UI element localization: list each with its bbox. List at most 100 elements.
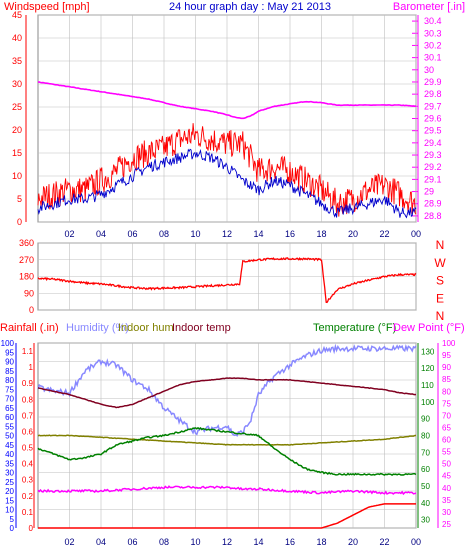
dewpoint-tick-label-50: 50 (442, 460, 451, 469)
compass-label-w-1: W (434, 256, 446, 270)
legend-indoor-hum: Indoor hum (118, 322, 174, 334)
humidity-tick-label-80: 80 (5, 376, 14, 385)
humidity-tick-label-70: 70 (5, 395, 14, 404)
wind-tick-label-20: 20 (12, 125, 22, 135)
humidity-tick-label-85: 85 (5, 367, 14, 376)
temp-x-tick-08: 08 (159, 537, 169, 547)
humidity-tick-label-35: 35 (5, 459, 14, 468)
dewpoint-tick-label-95: 95 (442, 351, 451, 360)
temp-x-tick-20: 20 (348, 537, 358, 547)
rainfall-line (38, 503, 416, 529)
dewpoint-tick-label-55: 55 (442, 448, 451, 457)
baro-tick-label-29: 29 (424, 187, 434, 197)
temperature-tick-label-40: 40 (421, 499, 430, 508)
barometer-line (37, 81, 417, 120)
rain-tick-label-0.7: 0.7 (22, 411, 34, 420)
compass-label-n-4: N (436, 309, 445, 323)
rain-tick-label-0.4: 0.4 (22, 460, 34, 469)
temperature-tick-label-130: 130 (421, 347, 435, 356)
rain-tick-label-0.2: 0.2 (22, 492, 34, 501)
baro-tick-label-29.4: 29.4 (424, 138, 442, 148)
humidity-tick-label-30: 30 (5, 469, 14, 478)
rain-tick-label-0.6: 0.6 (22, 427, 34, 436)
baro-tick-label-30.4: 30.4 (424, 16, 442, 26)
graph-date-title: 24 hour graph day : May 21 2013 (169, 1, 331, 13)
temperature-tick-label-120: 120 (421, 364, 435, 373)
wind-tick-label-25: 25 (12, 102, 22, 112)
temperature-tick-label-80: 80 (421, 432, 430, 441)
direction-tick-label-360: 360 (19, 238, 34, 248)
baro-tick-label-29.7: 29.7 (424, 101, 442, 111)
wind-x-tick-04: 04 (96, 229, 106, 239)
humidity-tick-label-0: 0 (10, 524, 15, 533)
dew-point-line (37, 485, 417, 496)
indoor-hum-line (37, 434, 417, 446)
dewpoint-tick-label-25: 25 (442, 520, 451, 529)
wind-x-tick-16: 16 (285, 229, 295, 239)
baro-tick-label-30.1: 30.1 (424, 53, 442, 63)
temperature-tick-label-100: 100 (421, 398, 435, 407)
humidity-tick-label-90: 90 (5, 358, 14, 367)
temperature-humidity-panel: Rainfall (.in) Humidity (%) Indoor hum I… (0, 322, 465, 547)
baro-tick-label-29.5: 29.5 (424, 126, 442, 136)
temp-x-tick-18: 18 (316, 537, 326, 547)
baro-tick-label-30: 30 (424, 65, 434, 75)
temp-x-tick-16: 16 (285, 537, 295, 547)
temp-x-tick-02: 02 (64, 537, 74, 547)
baro-tick-label-30.2: 30.2 (424, 40, 442, 50)
wind-x-tick-22: 22 (379, 229, 389, 239)
temperature-line (37, 426, 417, 477)
temp-x-tick-22: 22 (379, 537, 389, 547)
temperature-tick-label-50: 50 (421, 482, 430, 491)
wind-tick-label-0: 0 (17, 217, 22, 227)
direction-tick-label-270: 270 (19, 255, 34, 265)
rain-tick-label-0.8: 0.8 (22, 395, 34, 404)
humidity-tick-label-100: 100 (1, 339, 15, 348)
baro-tick-label-28.9: 28.9 (424, 199, 442, 209)
wind-x-tick-06: 06 (127, 229, 137, 239)
baro-tick-label-29.8: 29.8 (424, 89, 442, 99)
temperature-tick-label-110: 110 (421, 381, 434, 390)
humidity-tick-label-75: 75 (5, 385, 14, 394)
indoor-temp-line (37, 377, 417, 409)
dewpoint-tick-label-45: 45 (442, 472, 451, 481)
wind-tick-label-30: 30 (12, 79, 22, 89)
wind-x-tick-20: 20 (348, 229, 358, 239)
dewpoint-tick-label-100: 100 (442, 339, 456, 348)
dewpoint-tick-label-65: 65 (442, 423, 451, 432)
wind-gust-line (37, 123, 417, 217)
humidity-tick-label-95: 95 (5, 348, 14, 357)
legend-temperature: Temperature (°F) (313, 322, 396, 334)
wind-tick-label-40: 40 (12, 33, 22, 43)
wind-tick-label-45: 45 (12, 10, 22, 20)
temperature-tick-label-30: 30 (421, 516, 430, 525)
baro-tick-label-29.2: 29.2 (424, 162, 442, 172)
dewpoint-tick-label-70: 70 (442, 411, 451, 420)
temp-x-tick-06: 06 (127, 537, 137, 547)
humidity-tick-label-5: 5 (10, 515, 15, 524)
wind-x-tick-00: 00 (411, 229, 421, 239)
dewpoint-tick-label-40: 40 (442, 484, 451, 493)
compass-label-e-3: E (436, 291, 444, 305)
legend-rainfall: Rainfall (.in) (0, 322, 59, 334)
wind-tick-label-35: 35 (12, 56, 22, 66)
temp-x-tick-14: 14 (253, 537, 263, 547)
dewpoint-tick-label-85: 85 (442, 375, 451, 384)
rain-tick-label-0.1: 0.1 (22, 508, 34, 517)
baro-tick-label-29.3: 29.3 (424, 150, 442, 160)
wind-tick-label-10: 10 (12, 171, 22, 181)
legend-indoor-temp: Indoor temp (172, 322, 231, 334)
baro-tick-label-29.9: 29.9 (424, 77, 442, 87)
wind-barometer-panel: 0 5 10 15 20 25 30 35 40 45 28.8 28.9 29 29.1 29.2 29.3… (12, 10, 442, 239)
temp-x-tick-04: 04 (96, 537, 106, 547)
wind-x-tick-02: 02 (64, 229, 74, 239)
baro-tick-label-30.3: 30.3 (424, 28, 442, 38)
wind-x-tick-14: 14 (253, 229, 263, 239)
dewpoint-tick-label-30: 30 (442, 508, 451, 517)
humidity-tick-label-40: 40 (5, 450, 14, 459)
dewpoint-tick-label-35: 35 (442, 496, 451, 505)
humidity-tick-label-60: 60 (5, 413, 14, 422)
baro-tick-label-29.6: 29.6 (424, 114, 442, 124)
humidity-tick-label-65: 65 (5, 404, 14, 413)
